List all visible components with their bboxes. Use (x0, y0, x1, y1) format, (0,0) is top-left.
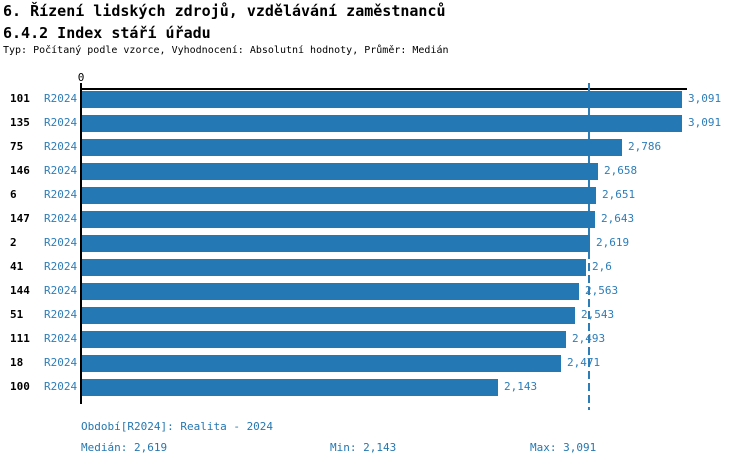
category-id-label: 18 (10, 356, 24, 369)
bar-value-label: 2,143 (504, 380, 538, 393)
category-id-label: 51 (10, 308, 24, 321)
value-bar (82, 355, 561, 372)
chart-row: 144 R2024 2,563 (0, 280, 750, 304)
value-bar (82, 379, 498, 396)
report-section-title: 6. Řízení lidských zdrojů, vzdělávání za… (3, 2, 446, 20)
category-id-label: 6 (10, 188, 17, 201)
series-period-label: R2024 (44, 140, 78, 153)
value-bar (82, 163, 598, 180)
chart-row: 6 R2024 2,651 (0, 184, 750, 208)
series-period-label: R2024 (44, 236, 78, 249)
category-id-label: 144 (10, 284, 30, 297)
category-id-label: 41 (10, 260, 24, 273)
value-bar (82, 139, 622, 156)
bar-value-label: 2,651 (602, 188, 636, 201)
series-period-label: R2024 (44, 164, 78, 177)
bar-value-label: 2,658 (604, 164, 638, 177)
series-period-label: R2024 (44, 116, 78, 129)
chart-row: 147 R2024 2,643 (0, 208, 750, 232)
chart-row: 100 R2024 2,143 (0, 376, 750, 400)
series-period-label: R2024 (44, 92, 78, 105)
category-id-label: 75 (10, 140, 24, 153)
bar-value-label: 2,619 (596, 236, 630, 249)
footer-median-stat: Medián: 2,619 (81, 441, 168, 454)
value-bar (82, 91, 682, 108)
chart-row: 51 R2024 2,543 (0, 304, 750, 328)
category-id-label: 147 (10, 212, 30, 225)
series-period-label: R2024 (44, 284, 78, 297)
value-bar (82, 211, 595, 228)
bar-value-label: 2,493 (572, 332, 606, 345)
series-period-label: R2024 (44, 212, 78, 225)
bar-value-label: 3,091 (688, 116, 722, 129)
footer-min-stat: Min: 2,143 (330, 441, 397, 454)
value-bar (82, 115, 682, 132)
category-id-label: 146 (10, 164, 30, 177)
chart-subtitle: Typ: Počítaný podle vzorce, Vyhodnocení:… (3, 45, 449, 56)
series-period-label: R2024 (44, 188, 78, 201)
value-bar (82, 283, 579, 300)
category-id-label: 2 (10, 236, 17, 249)
y-axis-line (80, 83, 82, 404)
category-id-label: 111 (10, 332, 30, 345)
chart-row: 135 R2024 3,091 (0, 112, 750, 136)
chart-row: 18 R2024 2,471 (0, 352, 750, 376)
bar-value-label: 2,643 (601, 212, 635, 225)
series-period-label: R2024 (44, 308, 78, 321)
category-id-label: 135 (10, 116, 30, 129)
x-axis-zero-tick-label: 0 (77, 71, 85, 84)
series-period-label: R2024 (44, 356, 78, 369)
chart-row: 101 R2024 3,091 (0, 88, 750, 112)
value-bar (82, 307, 575, 324)
bar-value-label: 2,786 (628, 140, 662, 153)
bar-chart-rows: 101 R2024 3,091 135 R2024 3,091 75 R2024 2,786 14… (0, 88, 750, 400)
value-bar (82, 187, 596, 204)
bar-value-label: 2,6 (592, 260, 612, 273)
category-id-label: 101 (10, 92, 30, 105)
chart-row: 41 R2024 2,6 (0, 256, 750, 280)
bar-value-label: 3,091 (688, 92, 722, 105)
value-bar (82, 235, 590, 252)
value-bar (82, 259, 586, 276)
footer-period-legend: Období[R2024]: Realita - 2024 (81, 420, 274, 433)
chart-title: 6.4.2 Index stáří úřadu (3, 24, 211, 42)
category-id-label: 100 (10, 380, 30, 393)
series-period-label: R2024 (44, 332, 78, 345)
x-axis-line (81, 88, 687, 90)
bar-value-label: 2,543 (581, 308, 615, 321)
footer-max-stat: Max: 3,091 (530, 441, 597, 454)
chart-row: 2 R2024 2,619 (0, 232, 750, 256)
series-period-label: R2024 (44, 380, 78, 393)
bar-value-label: 2,563 (585, 284, 619, 297)
chart-row: 146 R2024 2,658 (0, 160, 750, 184)
series-period-label: R2024 (44, 260, 78, 273)
value-bar (82, 331, 566, 348)
bar-value-label: 2,471 (567, 356, 601, 369)
chart-row: 75 R2024 2,786 (0, 136, 750, 160)
chart-row: 111 R2024 2,493 (0, 328, 750, 352)
